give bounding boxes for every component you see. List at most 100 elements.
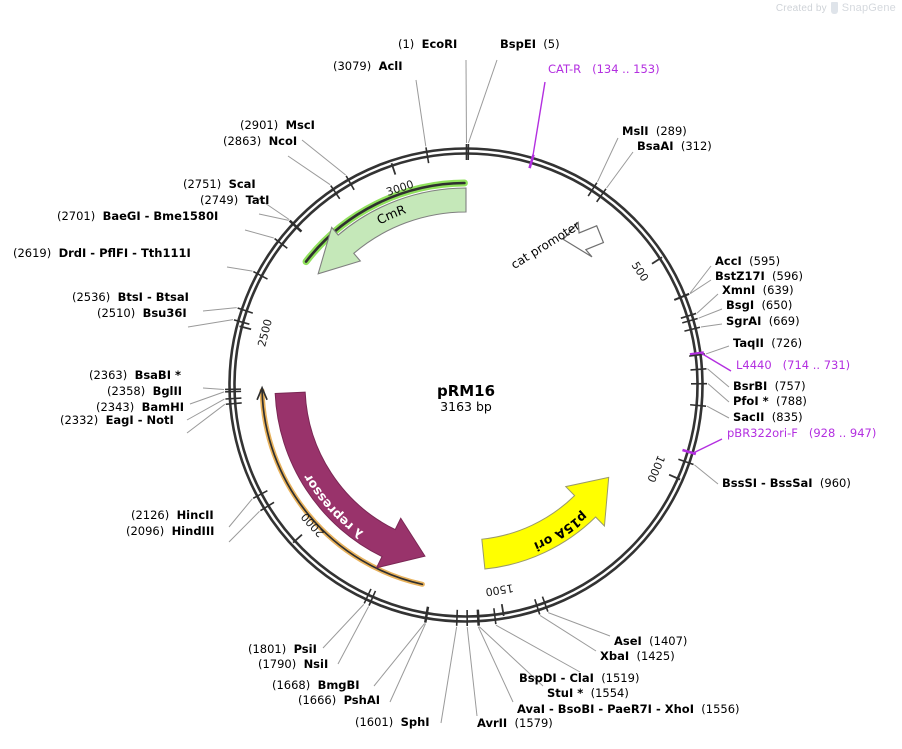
restriction-site-label[interactable]: BstZ17I (596) (715, 270, 803, 283)
site-name: PfoI * (733, 394, 769, 408)
leader-line (467, 59, 498, 144)
leader-line (707, 368, 730, 388)
leader-line (258, 198, 290, 221)
site-position: (835) (771, 410, 803, 424)
restriction-site-label[interactable]: (2536) BtsI - BtsaI (72, 291, 189, 304)
restriction-site-label[interactable]: StuI * (1554) (547, 687, 629, 700)
site-position: (1519) (601, 671, 640, 685)
site-position: (757) (774, 379, 806, 393)
restriction-site-label[interactable]: PfoI * (788) (733, 395, 807, 408)
primer-name: L4440 (736, 358, 772, 372)
primer-label[interactable]: pBR322ori-F (928 .. 947) (727, 427, 876, 440)
restriction-site-label[interactable]: AvrII (1579) (477, 717, 553, 730)
plasmid-name: pRM16 (436, 382, 496, 400)
site-name: TaqII (733, 336, 764, 350)
site-name: SgrAI (726, 314, 762, 328)
restriction-site-label[interactable]: (2332) EagI - NotI (60, 414, 174, 427)
restriction-site-label[interactable]: (2863) NcoI (223, 135, 297, 148)
restriction-site-label[interactable]: XmnI (639) (722, 284, 794, 297)
restriction-site-label[interactable]: (2096) HindIII (126, 525, 214, 538)
restriction-site-label[interactable]: SgrAI (669) (726, 315, 800, 328)
site-position: (726) (771, 336, 803, 350)
site-position: (1) (398, 37, 415, 51)
restriction-site-label[interactable]: (2343) BamHI (96, 401, 184, 414)
leader-line (187, 319, 234, 328)
restriction-site-label[interactable]: AccI (595) (715, 255, 780, 268)
restriction-site-label[interactable]: (1601) SphI (355, 716, 430, 729)
primer-leader-line (700, 352, 732, 372)
restriction-site-label[interactable]: (2363) BsaBI * (89, 369, 181, 382)
site-position: (1425) (636, 649, 675, 663)
site-name: BsaBI * (134, 368, 181, 382)
leader-line (466, 626, 478, 717)
site-name: StuI * (547, 686, 584, 700)
site-position: (3079) (333, 59, 372, 73)
restriction-site-label[interactable]: AvaI - BsoBI - PaeR7I - XhoI (1556) (517, 703, 740, 716)
site-name: BamHI (141, 400, 184, 414)
restriction-site-label[interactable]: BsrBI (757) (733, 380, 806, 393)
site-name: PshAI (343, 693, 380, 707)
site-position: (2701) (57, 209, 96, 223)
restriction-site-label[interactable]: BsaAI (312) (637, 140, 712, 153)
restriction-site-label[interactable]: BssSI - BssSaI (960) (722, 477, 851, 490)
feature-label-cat-promoter: cat promoter (508, 218, 582, 271)
restriction-site-label[interactable]: BsgI (650) (726, 299, 792, 312)
site-position: (2749) (200, 193, 239, 207)
site-position: (1601) (355, 715, 394, 729)
site-name: BspEI (500, 37, 536, 51)
restriction-site-label[interactable]: (2701) BaeGI - Bme1580I (57, 210, 218, 223)
site-position: (639) (762, 283, 794, 297)
restriction-site-label[interactable]: (2126) HincII (131, 509, 214, 522)
site-position: (289) (655, 124, 687, 138)
site-name: BsrBI (733, 379, 768, 393)
primer-leader-line (692, 438, 723, 454)
leader-line (322, 604, 365, 649)
site-name: SacII (733, 410, 765, 424)
ruler-tick-label: 1500 (485, 581, 515, 598)
restriction-site-label[interactable]: (2510) Bsu36I (97, 307, 187, 320)
restriction-site-label[interactable]: (1668) BmgBI (272, 679, 360, 692)
site-position: (596) (772, 269, 803, 283)
restriction-site-label[interactable]: XbaI (1425) (600, 650, 675, 663)
site-name: BssSI - BssSaI (722, 476, 813, 490)
site-name: DrdI - PflFI - Tth111I (58, 246, 191, 260)
restriction-site-label[interactable]: (2358) BglII (107, 385, 182, 398)
site-position: (1407) (649, 634, 688, 648)
leader-line (189, 391, 225, 405)
site-name: PsiI (293, 642, 317, 656)
restriction-site-label[interactable]: BspEI (5) (500, 38, 560, 51)
ruler-tick-label: 500 (629, 259, 651, 284)
site-position: (2126) (131, 508, 170, 522)
restriction-site-label[interactable]: (3079) AclI (333, 60, 403, 73)
restriction-site-label[interactable]: MslI (289) (622, 125, 687, 138)
restriction-site-label[interactable]: (2901) MscI (240, 119, 315, 132)
site-position: (1668) (272, 678, 311, 692)
site-name: SphI (400, 715, 430, 729)
restriction-site-label[interactable]: (1790) NsiI (258, 658, 328, 671)
site-name: BglII (152, 384, 183, 398)
restriction-site-label[interactable]: TaqII (726) (733, 337, 802, 350)
watermark-prefix: Created by (775, 2, 827, 14)
restriction-site-label[interactable]: (1801) PsiI (248, 643, 317, 656)
leader-line (287, 155, 331, 186)
restriction-site-label[interactable]: (2619) DrdI - PflFI - Tth111I (13, 247, 191, 260)
leader-line (548, 612, 611, 637)
restriction-site-label[interactable]: (1666) PshAI (298, 694, 380, 707)
restriction-site-label[interactable]: BspDI - ClaI (1519) (519, 672, 639, 685)
site-name: BtsI - BtsaI (117, 290, 189, 304)
restriction-site-label[interactable]: AseI (1407) (614, 635, 687, 648)
site-position: (2343) (96, 400, 135, 414)
leader-line (202, 307, 237, 312)
leader-line (202, 387, 225, 390)
primer-label[interactable]: L4440 (714 .. 731) (736, 359, 850, 372)
restriction-site-label[interactable]: (2751) ScaI (183, 178, 256, 191)
site-position: (2358) (107, 384, 146, 398)
primer-label[interactable]: CAT-R (134 .. 153) (548, 63, 660, 76)
leader-line (226, 266, 253, 272)
site-position: (2332) (60, 413, 99, 427)
restriction-site-label[interactable]: SacII (835) (733, 411, 803, 424)
site-name: EagI - NotI (105, 413, 174, 427)
restriction-site-label[interactable]: (1) EcoRI (398, 38, 457, 51)
site-position: (2363) (89, 368, 128, 382)
restriction-site-label[interactable]: (2749) TatI (200, 194, 269, 207)
